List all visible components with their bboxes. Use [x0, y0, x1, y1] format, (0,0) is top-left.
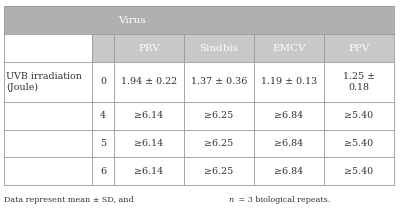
- Text: ≥6.84: ≥6.84: [274, 111, 304, 120]
- FancyBboxPatch shape: [4, 157, 394, 185]
- Text: EMCV: EMCV: [272, 44, 306, 53]
- Text: 1.37 ± 0.36: 1.37 ± 0.36: [191, 78, 247, 86]
- Text: ≥6.25: ≥6.25: [204, 139, 234, 148]
- Text: 4: 4: [100, 111, 106, 120]
- Text: ≥5.40: ≥5.40: [344, 139, 374, 148]
- Text: ≥6.14: ≥6.14: [134, 111, 164, 120]
- Text: ≥6.14: ≥6.14: [134, 167, 164, 176]
- Text: n: n: [229, 196, 234, 204]
- Text: 6: 6: [100, 167, 106, 176]
- Text: 1.94 ± 0.22: 1.94 ± 0.22: [121, 78, 177, 86]
- Text: Data represent mean ± SD, and: Data represent mean ± SD, and: [4, 196, 136, 204]
- Text: PRV: PRV: [138, 44, 160, 53]
- FancyBboxPatch shape: [4, 62, 394, 102]
- Text: ≥6.84: ≥6.84: [274, 167, 304, 176]
- Text: 1.19 ± 0.13: 1.19 ± 0.13: [261, 78, 317, 86]
- FancyBboxPatch shape: [4, 6, 394, 34]
- Text: UVB irradiation
(Joule): UVB irradiation (Joule): [6, 72, 82, 92]
- Text: 1.25 ±
0.18: 1.25 ± 0.18: [343, 72, 375, 92]
- FancyBboxPatch shape: [4, 102, 394, 130]
- Text: ≥6.25: ≥6.25: [204, 111, 234, 120]
- Text: ≥6.25: ≥6.25: [204, 167, 234, 176]
- Text: ≥5.40: ≥5.40: [344, 167, 374, 176]
- FancyBboxPatch shape: [92, 34, 394, 62]
- Text: Virus: Virus: [118, 16, 146, 25]
- Text: ≥6.84: ≥6.84: [274, 139, 304, 148]
- FancyBboxPatch shape: [4, 130, 394, 157]
- Text: Sindbis: Sindbis: [200, 44, 238, 53]
- Text: ≥5.40: ≥5.40: [344, 111, 374, 120]
- Text: 0: 0: [100, 78, 106, 86]
- Text: 5: 5: [100, 139, 106, 148]
- Text: = 3 biological repeats.: = 3 biological repeats.: [236, 196, 330, 204]
- Text: PPV: PPV: [348, 44, 370, 53]
- Text: ≥6.14: ≥6.14: [134, 139, 164, 148]
